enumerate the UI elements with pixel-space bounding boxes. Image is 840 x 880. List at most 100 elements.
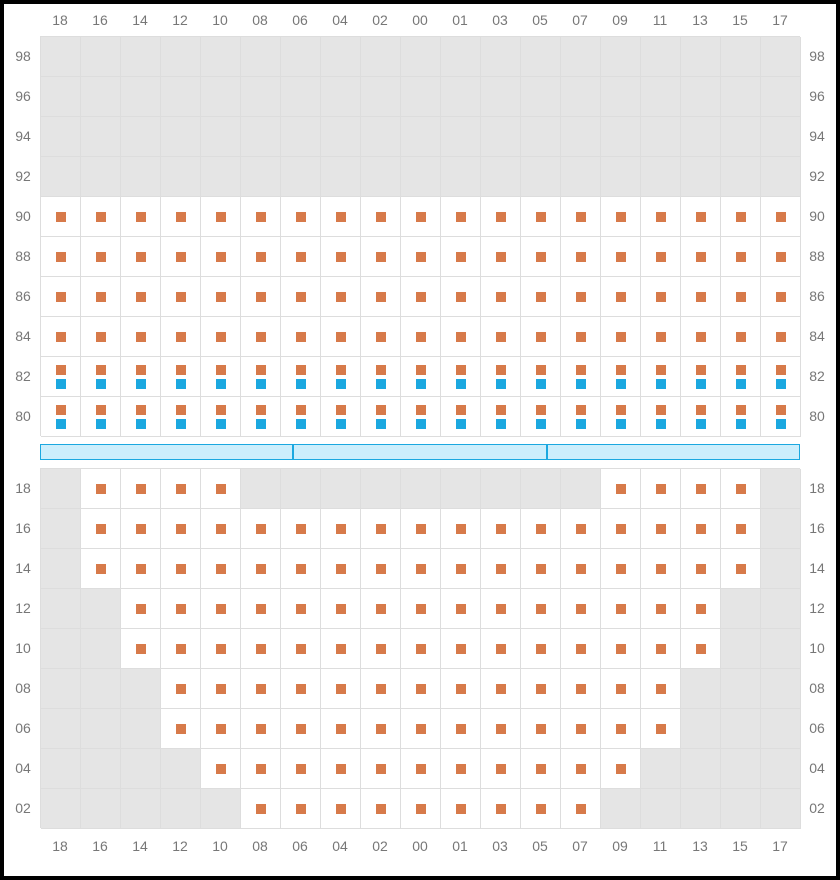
seat-cell[interactable] [561, 709, 601, 749]
seat-cell[interactable] [81, 317, 121, 357]
seat-cell[interactable] [281, 669, 321, 709]
seat-cell[interactable] [161, 317, 201, 357]
seat-cell[interactable] [401, 509, 441, 549]
seat-cell[interactable] [641, 237, 681, 277]
seat-cell[interactable] [201, 357, 241, 397]
seat-cell[interactable] [161, 589, 201, 629]
seat-cell[interactable] [281, 237, 321, 277]
seat-cell[interactable] [561, 237, 601, 277]
seat-cell[interactable] [481, 549, 521, 589]
seat-cell[interactable] [321, 589, 361, 629]
seat-cell[interactable] [481, 317, 521, 357]
seat-cell[interactable] [281, 709, 321, 749]
seat-cell[interactable] [161, 509, 201, 549]
seat-cell[interactable] [521, 709, 561, 749]
seat-cell[interactable] [321, 357, 361, 397]
seat-cell[interactable] [761, 357, 801, 397]
seat-cell[interactable] [601, 469, 641, 509]
seat-cell[interactable] [41, 197, 81, 237]
seat-cell[interactable] [201, 469, 241, 509]
seat-cell[interactable] [481, 237, 521, 277]
seat-cell[interactable] [121, 629, 161, 669]
seat-cell[interactable] [521, 509, 561, 549]
seat-cell[interactable] [361, 549, 401, 589]
seat-cell[interactable] [441, 669, 481, 709]
seat-cell[interactable] [721, 397, 761, 437]
seat-cell[interactable] [601, 669, 641, 709]
seat-cell[interactable] [401, 197, 441, 237]
seat-cell[interactable] [441, 549, 481, 589]
seat-cell[interactable] [561, 357, 601, 397]
seat-cell[interactable] [241, 317, 281, 357]
seat-cell[interactable] [161, 549, 201, 589]
seat-cell[interactable] [401, 749, 441, 789]
seat-cell[interactable] [641, 709, 681, 749]
seat-cell[interactable] [681, 509, 721, 549]
seat-cell[interactable] [201, 669, 241, 709]
seat-cell[interactable] [281, 629, 321, 669]
seat-cell[interactable] [561, 397, 601, 437]
seat-cell[interactable] [361, 397, 401, 437]
seat-cell[interactable] [281, 357, 321, 397]
seat-cell[interactable] [361, 509, 401, 549]
seat-cell[interactable] [561, 317, 601, 357]
seat-cell[interactable] [201, 509, 241, 549]
seat-cell[interactable] [481, 789, 521, 829]
seat-cell[interactable] [561, 789, 601, 829]
seat-cell[interactable] [481, 629, 521, 669]
seat-cell[interactable] [241, 549, 281, 589]
seat-cell[interactable] [241, 629, 281, 669]
seat-cell[interactable] [521, 589, 561, 629]
seat-cell[interactable] [641, 549, 681, 589]
seat-cell[interactable] [761, 277, 801, 317]
seat-cell[interactable] [241, 749, 281, 789]
seat-cell[interactable] [601, 197, 641, 237]
seat-cell[interactable] [641, 509, 681, 549]
seat-cell[interactable] [81, 277, 121, 317]
seat-cell[interactable] [401, 397, 441, 437]
seat-cell[interactable] [281, 749, 321, 789]
seat-cell[interactable] [441, 197, 481, 237]
seat-cell[interactable] [561, 749, 601, 789]
seat-cell[interactable] [601, 629, 641, 669]
seat-cell[interactable] [601, 317, 641, 357]
seat-cell[interactable] [81, 197, 121, 237]
seat-cell[interactable] [561, 509, 601, 549]
seat-cell[interactable] [441, 397, 481, 437]
seat-cell[interactable] [41, 317, 81, 357]
seat-cell[interactable] [401, 589, 441, 629]
seat-cell[interactable] [761, 197, 801, 237]
seat-cell[interactable] [401, 237, 441, 277]
seat-cell[interactable] [521, 277, 561, 317]
seat-cell[interactable] [521, 397, 561, 437]
seat-cell[interactable] [41, 277, 81, 317]
seat-cell[interactable] [601, 237, 641, 277]
seat-cell[interactable] [641, 669, 681, 709]
seat-cell[interactable] [481, 509, 521, 549]
seat-cell[interactable] [281, 509, 321, 549]
seat-cell[interactable] [241, 589, 281, 629]
seat-cell[interactable] [201, 749, 241, 789]
seat-cell[interactable] [481, 357, 521, 397]
seat-cell[interactable] [321, 237, 361, 277]
seat-cell[interactable] [161, 237, 201, 277]
seat-cell[interactable] [361, 197, 401, 237]
seat-cell[interactable] [201, 397, 241, 437]
seat-cell[interactable] [361, 789, 401, 829]
seat-cell[interactable] [441, 357, 481, 397]
seat-cell[interactable] [121, 509, 161, 549]
seat-cell[interactable] [681, 317, 721, 357]
seat-cell[interactable] [401, 789, 441, 829]
seat-cell[interactable] [721, 357, 761, 397]
seat-cell[interactable] [321, 509, 361, 549]
seat-cell[interactable] [281, 549, 321, 589]
seat-cell[interactable] [201, 589, 241, 629]
seat-cell[interactable] [121, 589, 161, 629]
seat-cell[interactable] [441, 709, 481, 749]
seat-cell[interactable] [241, 197, 281, 237]
seat-cell[interactable] [481, 709, 521, 749]
seat-cell[interactable] [161, 669, 201, 709]
seat-cell[interactable] [361, 589, 401, 629]
seat-cell[interactable] [521, 789, 561, 829]
seat-cell[interactable] [41, 357, 81, 397]
